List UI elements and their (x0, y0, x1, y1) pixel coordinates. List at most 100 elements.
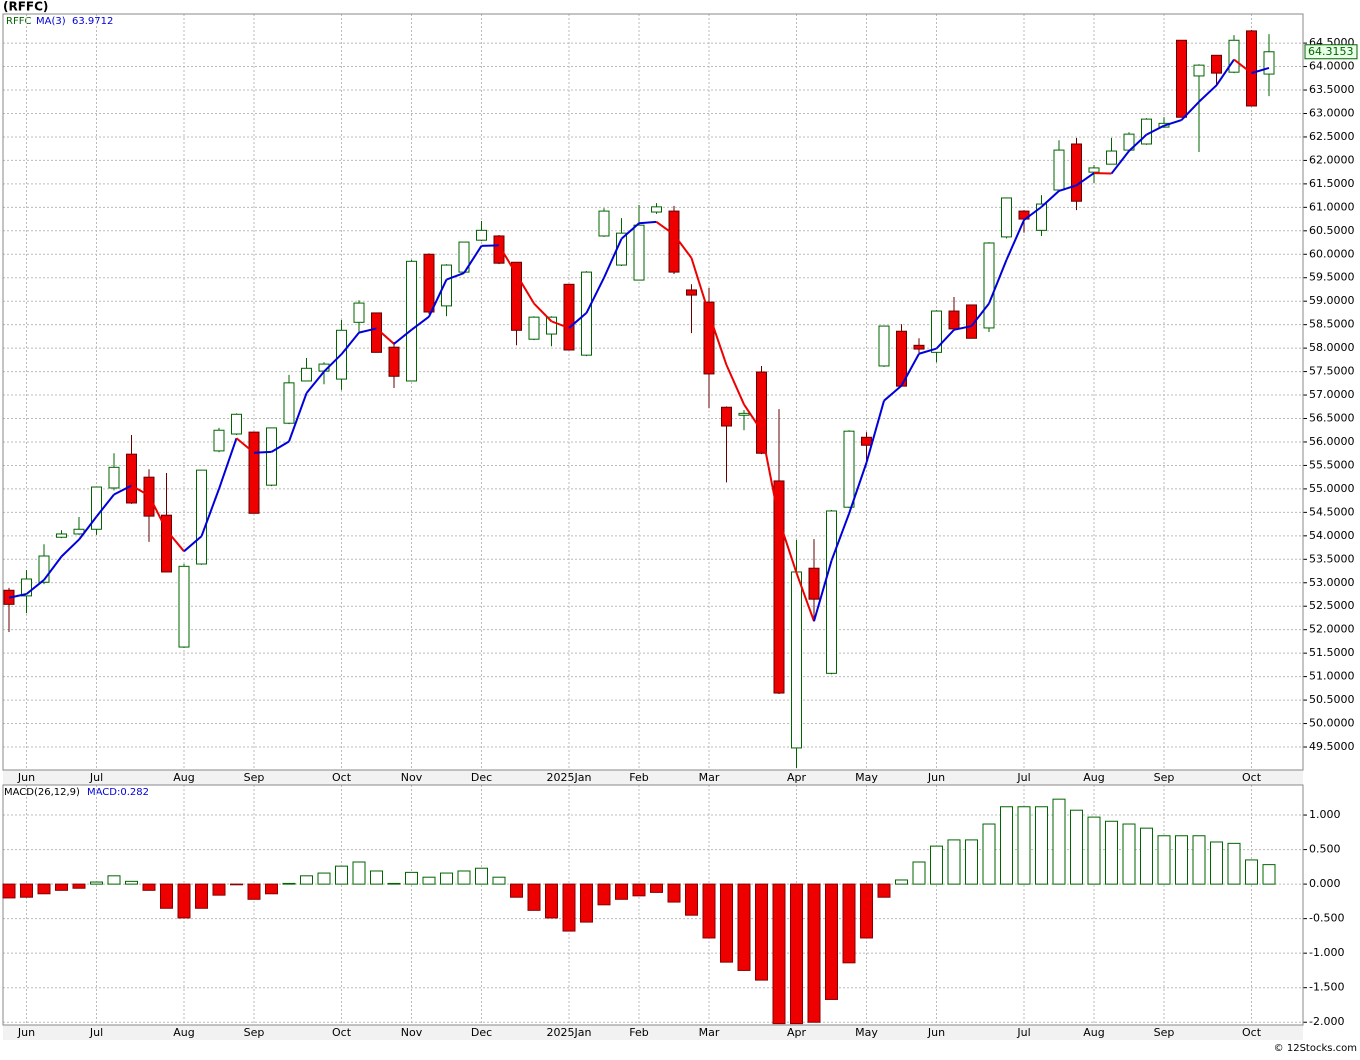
x-tick-label: May (855, 771, 878, 784)
macd-bar (738, 884, 750, 970)
y-tick-label: 62.5000 (1309, 130, 1355, 143)
y-tick-label: 50.0000 (1309, 717, 1355, 730)
macd-bar (143, 884, 155, 890)
candle-body (249, 432, 259, 513)
macd-bar (38, 884, 50, 894)
x-tick-label: Oct (332, 771, 352, 784)
macd-bar (441, 873, 453, 884)
candle-body (722, 407, 732, 426)
macd-bar (371, 871, 383, 884)
macd-bar (91, 882, 103, 884)
macd-bar (161, 884, 173, 908)
candle-body (529, 317, 539, 339)
candle-body (92, 487, 102, 529)
macd-bar (178, 884, 190, 918)
y-tick-label: 60.0000 (1309, 247, 1355, 260)
macd-bar (528, 884, 540, 910)
macd-bar (791, 884, 803, 1024)
candle-body (914, 345, 924, 349)
candle-body (1229, 40, 1239, 72)
candle-body (862, 437, 872, 445)
x-tick-label: Nov (401, 771, 423, 784)
macd-bar (1228, 843, 1240, 884)
macd-bar (581, 884, 593, 922)
candle-body (652, 207, 662, 212)
y-tick-label: -1.500 (1309, 981, 1344, 994)
macd-bar (633, 884, 645, 896)
macd-bar (336, 866, 348, 884)
candle-body (512, 262, 522, 330)
x-tick-label: Aug (1083, 771, 1104, 784)
macd-bar (1246, 860, 1258, 884)
x-tick-label: Jun (927, 1026, 945, 1039)
macd-bar (721, 884, 733, 962)
macd-bar (668, 884, 680, 902)
macd-bar (913, 862, 925, 884)
macd-bar (388, 883, 400, 884)
candle-body (407, 261, 417, 381)
candle-body (1142, 119, 1152, 144)
macd-prefix: MACD: (87, 787, 120, 798)
y-tick-label: 61.5000 (1309, 177, 1355, 190)
candle-body (284, 383, 294, 423)
candle-body (757, 372, 767, 453)
x-tick-label: Dec (471, 771, 492, 784)
candle-body (809, 568, 819, 599)
macd-bar (896, 880, 908, 884)
macd-bar (861, 884, 873, 938)
candle-body (1072, 144, 1082, 201)
candle-body (354, 303, 364, 322)
macd-last: 0.282 (120, 787, 149, 798)
macd-bar (1211, 842, 1223, 884)
y-tick-label: 49.5000 (1309, 740, 1355, 753)
candle-body (197, 470, 207, 564)
month-strip (3, 1025, 1303, 1040)
x-tick-label: Nov (401, 1026, 423, 1039)
x-tick-label: Jul (89, 771, 103, 784)
x-tick-label: Jul (1016, 1026, 1030, 1039)
candle-body (477, 230, 487, 240)
candle-body (57, 534, 67, 537)
y-tick-label: 52.5000 (1309, 599, 1355, 612)
macd-bar (248, 884, 260, 899)
macd-bar (1036, 807, 1048, 884)
macd-bar (878, 884, 890, 897)
candle-body (687, 290, 697, 295)
candle-body (949, 311, 959, 329)
copyright: © 12Stocks.com (1274, 1043, 1357, 1054)
candle-body (1177, 40, 1187, 117)
macd-bar (56, 884, 68, 890)
candle-body (1002, 198, 1012, 237)
symbol-label: RFFC (6, 16, 31, 27)
y-tick-label: 56.5000 (1309, 412, 1355, 425)
y-tick-label: 64.0000 (1309, 60, 1355, 73)
ma-line (254, 452, 272, 453)
x-tick-label: 2025Jan (547, 771, 592, 784)
y-tick-label: 55.0000 (1309, 482, 1355, 495)
macd-bar (966, 840, 978, 884)
y-tick-label: 52.0000 (1309, 623, 1355, 636)
macd-bar (1193, 836, 1205, 884)
macd-bar (1263, 865, 1275, 884)
macd-bar (826, 884, 838, 999)
macd-bar (301, 876, 313, 884)
x-tick-label: Feb (629, 1026, 648, 1039)
y-tick-label: 56.0000 (1309, 435, 1355, 448)
x-tick-label: Oct (332, 1026, 352, 1039)
candle-body (267, 428, 277, 485)
y-tick-label: 57.0000 (1309, 388, 1355, 401)
macd-bar (773, 884, 785, 1024)
x-tick-label: Jun (927, 771, 945, 784)
y-tick-label: 51.0000 (1309, 670, 1355, 683)
candle-body (179, 566, 189, 647)
y-tick-label: 58.5000 (1309, 318, 1355, 331)
macd-bar (511, 884, 523, 897)
candle-body (232, 414, 242, 434)
candle-body (1212, 55, 1222, 73)
candle-body (827, 511, 837, 673)
x-tick-label: Sep (244, 771, 265, 784)
macd-bar (1158, 836, 1170, 884)
candle-body (1264, 52, 1274, 74)
macd-bar (1053, 799, 1065, 884)
